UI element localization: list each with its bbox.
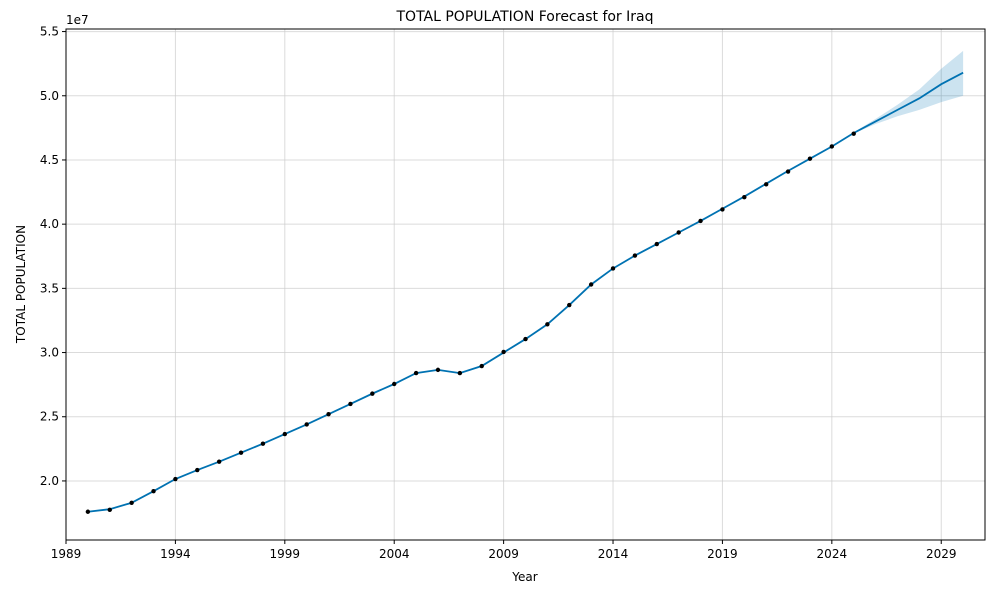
x-tick-label: 2009 bbox=[488, 547, 519, 561]
observed-point bbox=[851, 131, 856, 136]
x-tick-label: 2004 bbox=[379, 547, 410, 561]
plot-frame bbox=[65, 28, 986, 541]
x-tick-label: 2019 bbox=[707, 547, 738, 561]
observed-point bbox=[523, 336, 528, 342]
observed-point bbox=[632, 253, 638, 258]
observed-point bbox=[151, 489, 156, 494]
x-tick-label: 1989 bbox=[51, 547, 82, 561]
observed-point bbox=[413, 370, 419, 376]
observed-point bbox=[588, 282, 594, 287]
observed-point bbox=[545, 322, 550, 327]
y-tick-label: 4.5 bbox=[40, 153, 59, 167]
y-tick-label: 2.0 bbox=[40, 474, 59, 488]
observed-point bbox=[567, 302, 572, 308]
observed-point bbox=[457, 370, 463, 376]
y-tick-label: 3.5 bbox=[40, 281, 59, 295]
observed-point bbox=[107, 507, 112, 513]
y-tick-label: 5.0 bbox=[40, 89, 59, 103]
observed-point bbox=[173, 476, 178, 482]
observed-point bbox=[260, 441, 266, 446]
observed-point bbox=[348, 401, 353, 407]
observed-point bbox=[763, 182, 769, 187]
observed-point bbox=[195, 467, 200, 473]
x-tick-label: 2024 bbox=[817, 547, 848, 561]
observed-point bbox=[304, 422, 309, 427]
y-tick-label: 3.0 bbox=[40, 346, 59, 360]
y-tick-label: 5.5 bbox=[40, 25, 59, 39]
x-tick-label: 1999 bbox=[270, 547, 301, 561]
y-tick-label: 4.0 bbox=[40, 217, 59, 231]
y-axis-multiplier: 1e7 bbox=[66, 13, 89, 27]
observed-point bbox=[216, 459, 222, 464]
x-tick-label: 1994 bbox=[160, 547, 191, 561]
observed-point bbox=[392, 381, 397, 387]
observed-point bbox=[129, 500, 134, 505]
observed-point bbox=[742, 194, 747, 200]
observed-points bbox=[85, 131, 856, 514]
observed-point bbox=[807, 156, 813, 161]
x-tick-label: 2014 bbox=[598, 547, 629, 561]
observed-point bbox=[829, 144, 835, 149]
observed-point bbox=[282, 431, 288, 437]
chart-title: TOTAL POPULATION Forecast for Iraq bbox=[396, 9, 654, 25]
grid-lines bbox=[65, 29, 985, 540]
observed-point bbox=[785, 169, 791, 174]
observed-point bbox=[720, 207, 725, 212]
observed-point bbox=[698, 218, 703, 224]
observed-point bbox=[238, 450, 244, 455]
observed-point bbox=[610, 266, 616, 271]
observed-point bbox=[479, 363, 484, 369]
y-axis-label: TOTAL POPULATION bbox=[14, 225, 28, 344]
observed-point bbox=[501, 349, 506, 355]
observed-point bbox=[435, 367, 441, 373]
x-axis-ticks: 1989 1994 1999 2004 2009 2014 2019 2024 2029 bbox=[51, 540, 957, 561]
x-tick-label: 2029 bbox=[926, 547, 957, 561]
observed-point bbox=[676, 230, 681, 235]
observed-point bbox=[654, 241, 659, 247]
observed-point bbox=[370, 391, 375, 396]
y-tick-label: 2.5 bbox=[40, 410, 59, 424]
observed-point bbox=[85, 509, 91, 514]
observed-point bbox=[326, 411, 331, 417]
y-axis-ticks: 2.0 2.5 3.0 3.5 4.0 4.5 5.0 5.5 bbox=[40, 25, 66, 488]
x-axis-label: Year bbox=[511, 570, 537, 584]
